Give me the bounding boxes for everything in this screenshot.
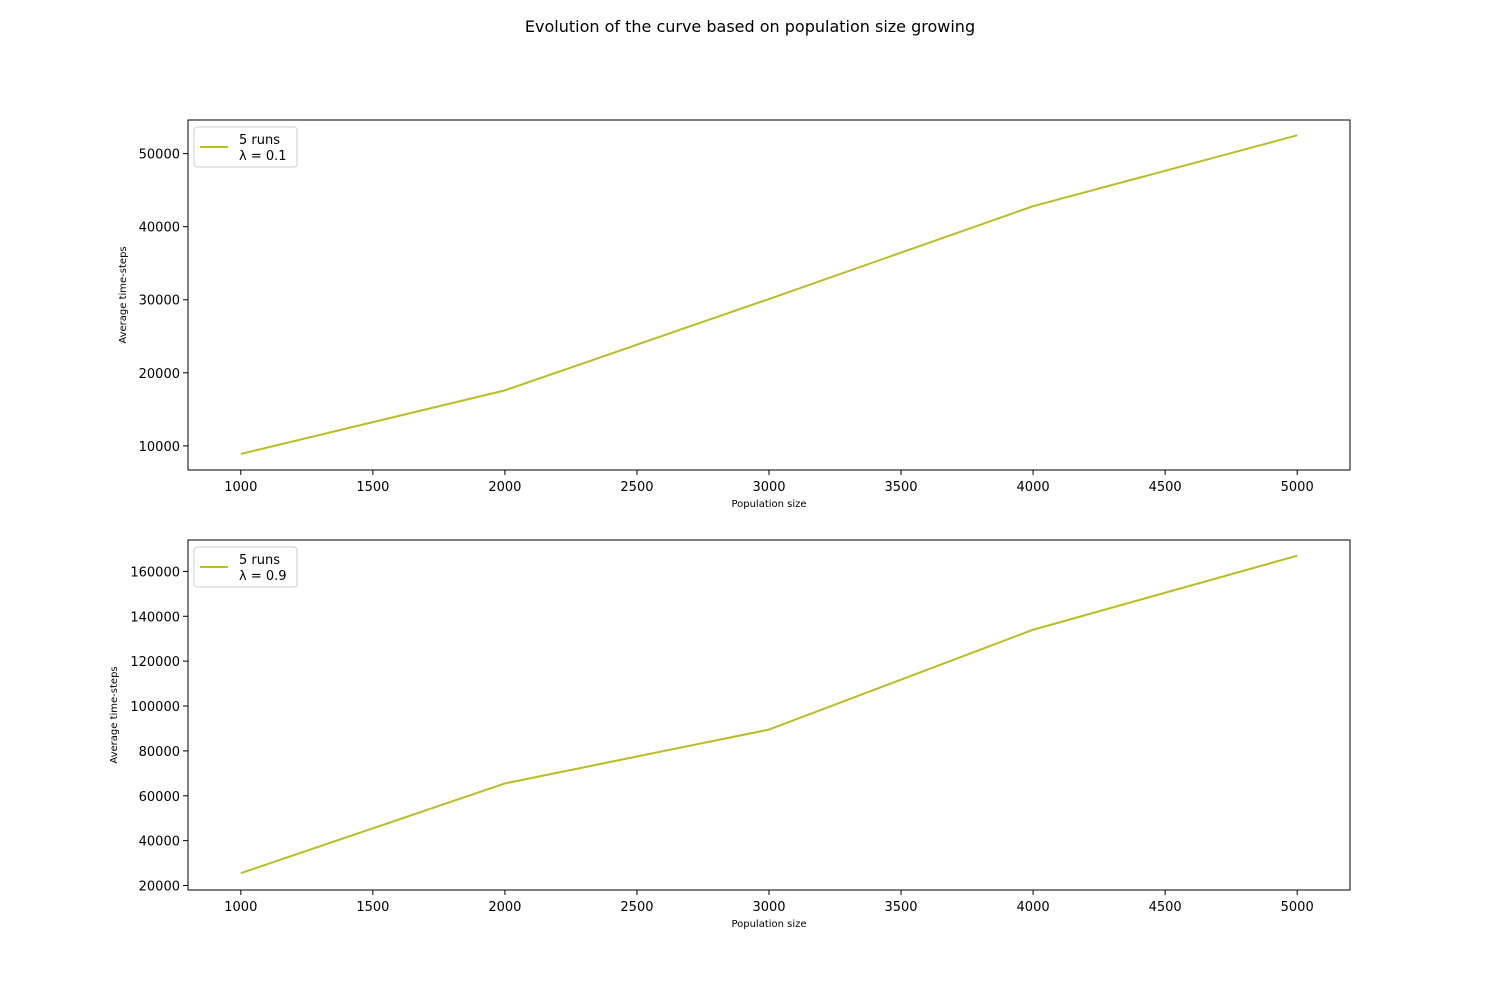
x-tick-label: 1500 [356,480,389,495]
y-tick-label: 20000 [139,367,180,382]
x-axis-label: Population size [731,919,806,930]
y-axis-label: Average time-steps [118,246,129,343]
y-tick-label: 100000 [130,700,180,715]
y-tick-label: 60000 [139,790,180,805]
plot-frame [187,539,1351,891]
x-tick-label: 4000 [1017,900,1050,915]
x-tick-label: 1000 [224,480,257,495]
x-tick-label: 4000 [1017,480,1050,495]
y-tick-label: 160000 [130,565,180,580]
x-tick-label: 3500 [884,480,917,495]
legend-label: 5 runs [239,133,280,148]
x-tick-label: 4500 [1149,900,1182,915]
x-tick-label: 2000 [488,900,521,915]
x-tick-label: 5000 [1281,480,1314,495]
x-tick-label: 3500 [884,900,917,915]
x-tick-label: 1000 [224,900,257,915]
legend-box [193,126,298,168]
y-axis-label: Average time-steps [109,666,120,763]
x-tick-label: 2500 [620,900,653,915]
legend-label: λ = 0.9 [239,569,287,584]
x-tick-label: 5000 [1281,900,1314,915]
legend-box [193,546,298,588]
x-tick-label: 4500 [1149,480,1182,495]
y-tick-label: 140000 [130,610,180,625]
legend-label: λ = 0.1 [239,149,287,164]
subplot-bottom: 1000 1500 2000 2500 3000 3500 4000 4500 5000 2000… [109,539,1351,930]
subplot-top: 1000 1500 2000 2500 3000 3500 4000 4500 5000 1000… [118,119,1351,510]
y-tick-label: 40000 [139,221,180,236]
x-tick-label: 2000 [488,480,521,495]
x-tick-label: 3000 [752,480,785,495]
x-axis-label: Population size [731,499,806,510]
y-tick-label: 40000 [139,835,180,850]
y-tick-label: 80000 [139,745,180,760]
y-tick-label: 20000 [139,880,180,895]
y-tick-label: 120000 [130,655,180,670]
y-tick-label: 50000 [139,148,180,163]
plot-frame [187,119,1351,471]
x-tick-label: 2500 [620,480,653,495]
x-tick-label: 3000 [752,900,785,915]
x-tick-label: 1500 [356,900,389,915]
legend-label: 5 runs [239,553,280,568]
figure-title: Evolution of the curve based on populati… [524,17,976,36]
y-tick-label: 30000 [139,294,180,309]
y-tick-label: 10000 [139,440,180,455]
